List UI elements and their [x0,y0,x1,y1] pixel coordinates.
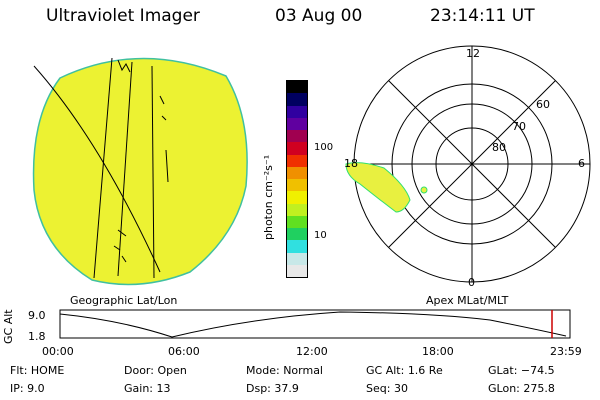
colorbar-swatch [287,142,307,155]
colorbar-swatch [287,130,307,143]
time-tick-1200: 12:00 [296,345,328,358]
door-label: Door: [124,364,154,377]
auroral-spot [420,186,428,194]
geographic-disk [32,57,248,286]
colorbar-tick-10: 10 [314,230,327,241]
colorbar-swatch [287,117,307,130]
flt-field: Flt: HOME [10,364,64,377]
mlt-label-12: 12 [466,47,480,60]
altitude-axis-label: GC Alt [2,309,15,344]
glat-field: GLat: −74.5 [488,364,555,377]
mlt-label-0: 0 [468,276,475,289]
colorbar-tick-100: 100 [314,142,334,153]
lat-label-80: 80 [492,141,506,154]
colorbar-swatch [287,154,307,167]
apex-panel-label: Apex MLat/MLT [426,294,509,307]
dsp-field: Dsp: 37.9 [246,382,299,395]
colorbar-swatch [287,228,307,241]
colorbar-swatch [287,252,307,265]
time-tick-1800: 18:00 [422,345,454,358]
gain-value: 13 [156,382,171,395]
colorbar-unit-label: photon cm⁻²s⁻¹ [262,154,275,240]
time-tick-0600: 06:00 [168,345,200,358]
glon-value: 275.8 [523,382,555,395]
colorbar-swatch [287,264,307,277]
time-tick-2359: 23:59 [550,345,582,358]
meridian-line-2 [93,57,113,279]
glon-field: GLon: 275.8 [488,382,555,395]
colorbar-swatch [287,240,307,253]
colorbar [286,80,308,278]
auroral-oval [345,162,411,213]
gcalt-field: GC Alt: 1.6 Re [366,364,443,377]
colorbar-swatch [287,81,307,94]
ip-value: 9.0 [27,382,45,395]
glat-label: GLat: [488,364,518,377]
mode-label: Mode: [246,364,280,377]
altitude-plot [59,309,571,339]
ip-label: IP: [10,382,24,395]
time-label: 23:14:11 UT [430,6,535,26]
geographic-panel-label: Geographic Lat/Lon [70,294,178,307]
instrument-title: Ultraviolet Imager [46,6,200,26]
time-tick-0000: 00:00 [42,345,74,358]
dsp-label: Dsp: [246,382,271,395]
lat-label-70: 70 [512,120,526,133]
colorbar-swatch [287,93,307,106]
mlt-label-6: 6 [578,157,585,170]
meridian-line-1 [33,65,161,273]
coastline-1 [117,59,131,73]
flt-label: Flt: [10,364,28,377]
altitude-tick-1-8: 1.8 [28,330,46,343]
gcalt-label: GC Alt: [366,364,405,377]
date-label: 03 Aug 00 [275,6,363,26]
gain-label: Gain: [124,382,153,395]
dsp-value: 37.9 [274,382,299,395]
geographic-image [32,57,248,286]
ip-field: IP: 9.0 [10,382,45,395]
door-value: Open [157,364,187,377]
coastline-2 [159,95,169,183]
mlt-label-18: 18 [344,157,358,170]
seq-field: Seq: 30 [366,382,408,395]
mode-field: Mode: Normal [246,364,323,377]
flt-value: HOME [30,364,65,377]
polar-plot [345,45,591,283]
colorbar-swatch [287,215,307,228]
colorbar-swatch [287,191,307,204]
gain-field: Gain: 13 [124,382,171,395]
altitude-tick-9: 9.0 [28,309,46,322]
colorbar-swatch [287,166,307,179]
colorbar-swatch [287,203,307,216]
door-field: Door: Open [124,364,187,377]
glon-label: GLon: [488,382,520,395]
colorbar-swatch [287,105,307,118]
meridian-line-4 [151,65,155,279]
mode-value: Normal [283,364,323,377]
glat-value: −74.5 [520,364,555,377]
gcalt-value: 1.6 Re [407,364,443,377]
meridian-line-3 [117,61,133,277]
seq-label: Seq: [366,382,391,395]
lat-label-60: 60 [536,98,550,111]
colorbar-swatch [287,179,307,192]
seq-value: 30 [393,382,408,395]
coastline-3 [113,229,127,263]
altitude-curve [59,311,567,338]
